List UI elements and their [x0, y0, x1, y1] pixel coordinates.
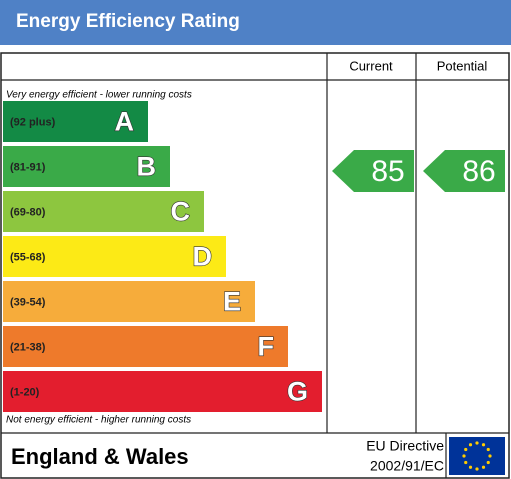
band-range: (55-68) [10, 251, 46, 263]
band-range: (81-91) [10, 161, 46, 173]
frame [0, 52, 510, 479]
star [475, 441, 479, 445]
band-letter: E [223, 287, 241, 317]
rating-arrow [423, 150, 505, 192]
band [3, 281, 255, 322]
star [486, 460, 490, 465]
star [481, 465, 486, 469]
top-note: Very energy efficient - lower running co… [6, 90, 192, 101]
star [486, 447, 490, 452]
band-range: (1-20) [10, 386, 40, 398]
star [464, 460, 468, 465]
band-range: (69-80) [10, 206, 46, 218]
eu-flag [449, 437, 505, 475]
band [3, 371, 322, 412]
title-bar [0, 0, 511, 45]
band-range: (21-38) [10, 341, 46, 353]
directive: 2002/91/EC [370, 458, 444, 474]
star [468, 443, 473, 447]
band-letter: G [287, 377, 308, 407]
star [462, 454, 466, 458]
column-header: Potential [437, 58, 488, 73]
star [488, 454, 492, 458]
rating-arrow [332, 150, 414, 192]
band-letter: C [171, 197, 191, 227]
band-range: (92 plus) [10, 116, 56, 128]
directive: EU Directive [366, 438, 444, 454]
band [3, 146, 170, 187]
band [3, 236, 226, 277]
rating-value: 86 [462, 155, 495, 188]
band-letter: A [115, 107, 135, 137]
region: England & Wales [11, 444, 189, 469]
band [3, 191, 204, 232]
band [3, 326, 288, 367]
column-header: Current [349, 58, 393, 73]
band [3, 101, 148, 142]
band-letter: D [193, 242, 213, 272]
star [468, 465, 473, 469]
star [481, 443, 486, 447]
band-letter: F [258, 332, 275, 362]
rating-value: 85 [371, 155, 404, 188]
title: Energy Efficiency Rating [16, 11, 240, 32]
bottom-note: Not energy efficient - higher running co… [6, 415, 191, 426]
band-range: (39-54) [10, 296, 46, 308]
band-letter: B [137, 152, 157, 182]
star [475, 467, 479, 471]
star [464, 447, 468, 452]
